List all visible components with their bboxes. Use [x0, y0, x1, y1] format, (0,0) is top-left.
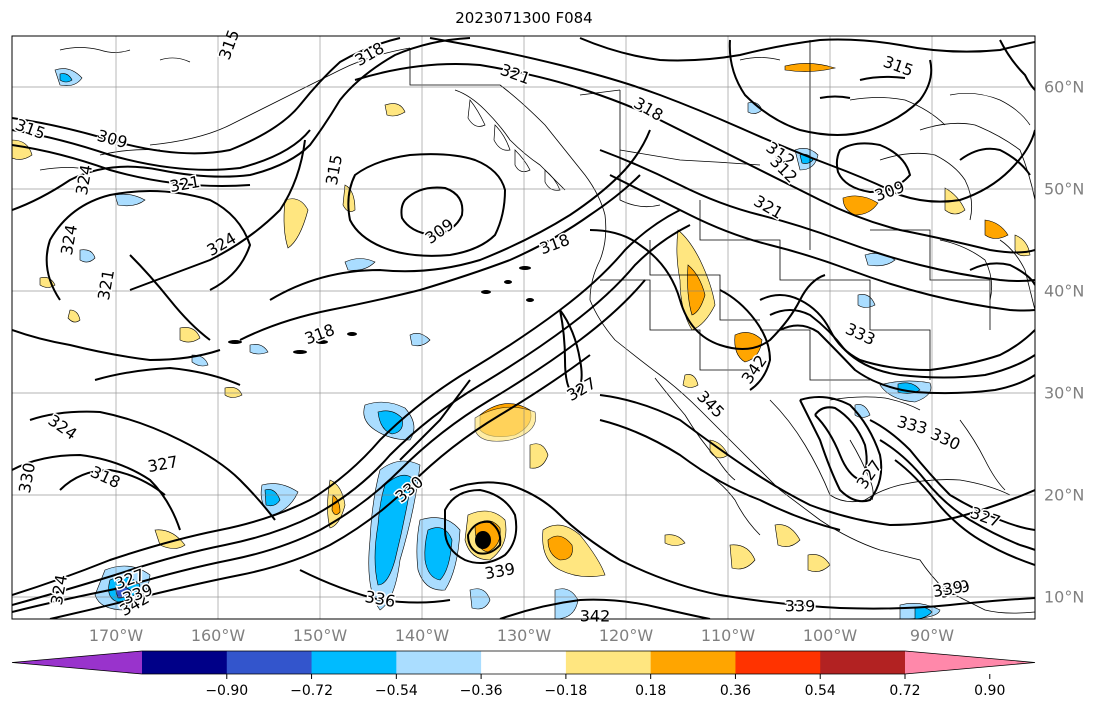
plot-frame	[11, 35, 1036, 620]
contour-label: 339	[785, 597, 816, 616]
colorbar-tick-label: 0.54	[804, 683, 836, 699]
shaded-anomaly-regions	[12, 63, 1031, 619]
longitude-label: 110°W	[700, 626, 756, 645]
longitude-label: 140°W	[394, 626, 450, 645]
latitude-label: 20°N	[1044, 485, 1085, 505]
colorbar-tick-label: 0.72	[889, 683, 921, 699]
colorbar-segment	[142, 651, 228, 674]
map-title: 2023071300 F084	[455, 9, 593, 27]
colorbar-tick-label: 0.36	[719, 683, 752, 699]
contour-label: 342	[580, 607, 611, 626]
longitude-label: 160°W	[190, 626, 246, 645]
latitude-label: 40°N	[1044, 281, 1085, 301]
latitude-label: 50°N	[1044, 179, 1085, 199]
colorbar-extend-high	[905, 651, 1035, 674]
graticule	[12, 36, 1035, 619]
colorbar-segment	[565, 651, 652, 674]
latitude-label: 30°N	[1044, 383, 1085, 403]
colorbar-segment	[735, 651, 821, 674]
longitude-label: 120°W	[598, 626, 654, 645]
coastline-islands	[59, 47, 1031, 191]
colorbar-tick-label: 0.18	[635, 683, 667, 699]
colorbar-segment	[481, 651, 567, 674]
colorbar	[11, 650, 1036, 679]
longitude-label: 100°W	[802, 626, 858, 645]
colorbar-segment	[396, 651, 482, 674]
colorbar-tick-label: −0.36	[459, 683, 503, 699]
colorbar-segment	[650, 651, 736, 674]
latitude-label: 60°N	[1044, 77, 1085, 97]
colorbar-tick-label: −0.54	[374, 683, 418, 699]
contour-label: 321	[94, 268, 118, 301]
colorbar-segment	[311, 651, 397, 674]
longitude-label: 170°W	[88, 626, 144, 645]
colorbar-segment	[820, 651, 906, 674]
colorbar-tick-label: −0.18	[544, 683, 588, 699]
latitude-label: 10°N	[1044, 587, 1085, 607]
colorbar-outline	[11, 650, 1036, 675]
colorbar-extend-low	[12, 651, 142, 674]
colorbar-segment	[226, 651, 313, 674]
longitude-label: 90°W	[909, 626, 955, 645]
longitude-label: 150°W	[292, 626, 348, 645]
longitude-label: 130°W	[496, 626, 552, 645]
small-contour-features	[228, 266, 534, 549]
colorbar-tick-label: 0.90	[974, 683, 1006, 699]
theta-e-contours	[12, 37, 1035, 619]
colorbar-tick-label: −0.72	[290, 683, 333, 699]
colorbar-tick-label: −0.90	[205, 683, 249, 699]
